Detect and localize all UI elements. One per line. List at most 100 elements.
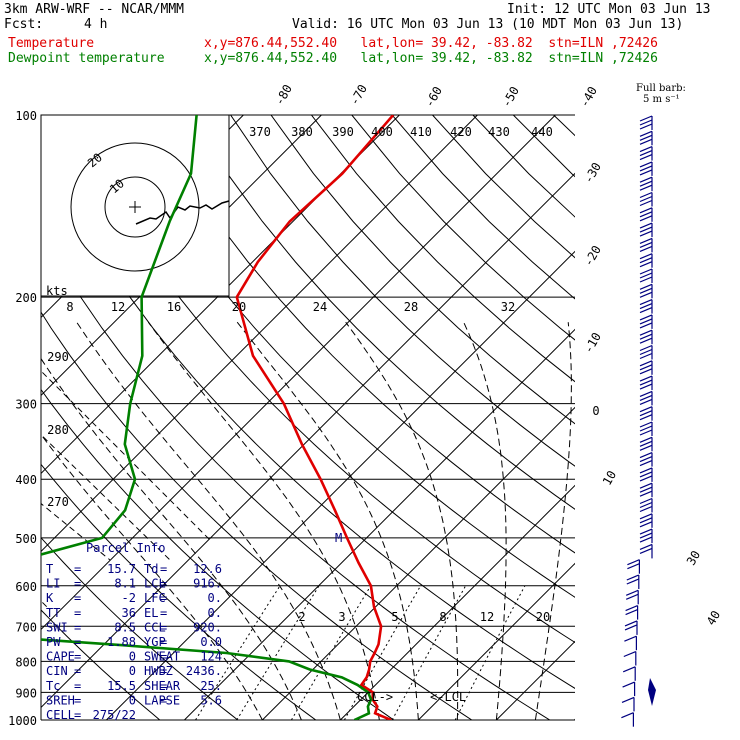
- isotherm-line: [652, 115, 740, 720]
- parcel-info-cell: 8.1: [114, 577, 136, 591]
- parcel-info-cell: SREH: [46, 693, 75, 707]
- wind-barb: [639, 130, 653, 146]
- parcel-info-cell: 15.7: [107, 562, 136, 576]
- parcel-info-cell: 0.: [208, 591, 222, 605]
- moist-adiabat: [147, 321, 380, 720]
- moist-adiabat: [41, 357, 302, 720]
- isotherm-line: [41, 172, 575, 709]
- pressure-tick-label: 600: [15, 580, 37, 594]
- isotherm-label: -70: [347, 82, 370, 108]
- forecast-label: Fcst:: [4, 17, 44, 32]
- wind-barb: [621, 696, 635, 712]
- hodograph-units: kts: [46, 284, 68, 298]
- wind-barb: [626, 574, 640, 589]
- wind-barb: [639, 222, 653, 238]
- wind-barb: [639, 329, 653, 345]
- wind-barb: [639, 253, 653, 268]
- guide-line: [41, 370, 211, 541]
- mixing-ratio-line: [290, 585, 372, 720]
- moist-adiabat: [534, 322, 572, 720]
- parcel-info-cell: 124: [200, 650, 222, 664]
- barb-key-title: Full barb:: [636, 83, 686, 94]
- theta-label: 390: [332, 125, 354, 139]
- isotherm-line: [41, 115, 400, 475]
- dry-adiabat: [41, 609, 161, 720]
- wind-barb: [639, 146, 653, 161]
- parcel-info-cell: =: [160, 693, 167, 707]
- isotherm-label: -50: [499, 84, 522, 110]
- dry-adiabat: [189, 115, 575, 510]
- moist-adiabat: [236, 321, 419, 720]
- dry-adiabat: [68, 115, 575, 644]
- parcel-info-cell: =: [74, 620, 81, 634]
- parcel-info-cell: =: [74, 591, 81, 605]
- model-title: 3km ARW-WRF -- NCAR/MMM: [4, 2, 185, 17]
- theta-label: 370: [249, 125, 271, 139]
- moist-adiabat: [41, 433, 263, 720]
- theta-label: 290: [47, 350, 69, 364]
- parcel-info-cell: =: [74, 693, 81, 707]
- wind-barb: [639, 390, 653, 406]
- parcel-info-cell: =: [160, 620, 167, 634]
- isotherm-line: [340, 484, 575, 720]
- parcel-info-cell: 15.5: [107, 679, 136, 693]
- pressure-tick-label: 100: [15, 109, 37, 123]
- mixing-ratio-label: 16: [167, 300, 181, 314]
- theta-label: 270: [47, 495, 69, 509]
- parcel-info-cell: =: [74, 577, 81, 591]
- dry-adiabat: [230, 115, 575, 467]
- lcl-marker: <-LCL: [430, 690, 466, 704]
- wind-barb: [639, 467, 653, 482]
- wind-barb: [639, 421, 653, 436]
- parcel-info-cell: =: [74, 708, 81, 722]
- theta-label: 430: [488, 125, 510, 139]
- wind-barb: [639, 543, 653, 559]
- parcel-info-cell: YGP: [144, 635, 166, 649]
- parcel-info-cell: 0.0: [200, 635, 222, 649]
- temperature-location: x,y=876.44,552.40 lat,lon= 39.42, -83.82…: [204, 36, 658, 51]
- isotherm-label: 30: [684, 548, 703, 568]
- mixing-ratio-label: 24: [313, 300, 327, 314]
- isotherm-line: [41, 115, 556, 631]
- parcel-info-cell: 25.: [200, 679, 222, 693]
- wind-barb: [639, 452, 653, 467]
- dewpoint-profile: [41, 115, 373, 720]
- parcel-info-cell: 8.5: [114, 620, 136, 634]
- parcel-info-cell: LI: [46, 577, 60, 591]
- parcel-info-cell: =: [74, 635, 81, 649]
- parcel-info-cell: 12.6: [193, 562, 222, 576]
- isotherm-line: [184, 328, 575, 720]
- isotherm-label: -40: [577, 84, 600, 110]
- theta-label: 280: [47, 423, 69, 437]
- wind-barb: [639, 268, 653, 283]
- dry-adiabat: [594, 115, 740, 720]
- pressure-tick-label: 500: [15, 532, 37, 546]
- isotherm-label: -60: [422, 84, 445, 110]
- isotherm-line: [262, 406, 575, 720]
- wind-barb: [639, 344, 653, 360]
- mixing-ratio-line: [236, 585, 320, 720]
- barb-key-unit: 5 m s⁻¹: [643, 94, 680, 105]
- dry-adiabat: [41, 463, 317, 720]
- pressure-tick-label: 800: [15, 655, 37, 669]
- parcel-info-cell: LAPSE: [144, 693, 180, 707]
- wind-barb: [639, 497, 653, 513]
- pressure-tick-label: 200: [15, 291, 37, 305]
- wind-barb: [639, 375, 653, 391]
- mixing-ratio-label: 8: [439, 610, 446, 624]
- parcel-info-cell: Tc: [46, 679, 60, 693]
- mixing-ratio-line: [343, 585, 422, 720]
- pressure-tick-label: 1000: [8, 714, 37, 728]
- pressure-tick-label: 900: [15, 686, 37, 700]
- dewpoint-location: x,y=876.44,552.40 lat,lon= 39.42, -83.82…: [204, 51, 658, 66]
- isotherm-label: 10: [600, 468, 619, 488]
- parcel-info-cell: =: [160, 664, 167, 678]
- valid-time: Valid: 16 UTC Mon 03 Jun 13 (10 MDT Mon …: [292, 17, 684, 32]
- wind-barb: [625, 605, 639, 620]
- wind-barb: [621, 712, 635, 727]
- wind-barb: [639, 406, 653, 421]
- wind-barb: [639, 482, 653, 498]
- parcel-info-cell: 5.6: [200, 693, 222, 707]
- parcel-info-cell: SWEAT: [144, 650, 180, 664]
